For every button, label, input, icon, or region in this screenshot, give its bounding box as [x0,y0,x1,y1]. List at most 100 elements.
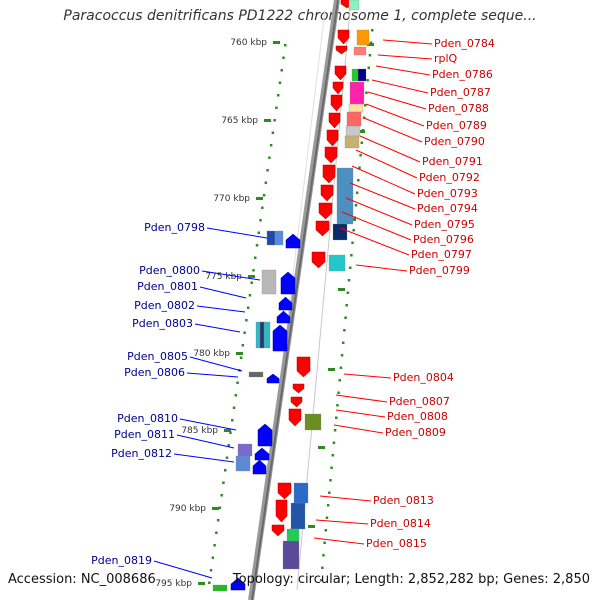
tick-dot [326,504,330,507]
tick-dot [335,416,338,419]
reverse-gene-arrow [272,324,288,352]
forward-gene-label: Pden_0786 [432,68,493,81]
forward-gene-label: Pden_0799 [409,264,470,277]
tick-dot [344,316,347,319]
kbp-tick-right [328,368,335,371]
tick-dot [353,216,357,219]
forward-label-line [377,54,433,60]
tick-dot [365,91,368,94]
forward-label-line [313,537,365,545]
kbp-label: 780 kbp [193,349,230,359]
forward-label-line [319,495,372,502]
tick-dot [360,141,364,144]
tick-dot [345,304,348,307]
tick-dot [321,566,324,569]
kbp-label: 795 kbp [155,579,192,589]
kbp-tick [256,197,263,200]
tick-dot [280,69,283,72]
tick-dot [229,431,232,434]
forward-label-line [335,394,388,403]
forward-gene-label: Pden_0796 [413,233,474,246]
reverse-gene-label: Pden_0811 [114,428,175,441]
kbp-label: 760 kbp [230,38,267,48]
tick-dot [352,229,355,232]
forward-label-line [355,149,418,179]
forward-gene-arrow [330,94,343,112]
reverse-label-line [189,356,243,372]
forward-gene-label: Pden_0807 [389,395,450,408]
forward-gene-label: Pden_0795 [414,218,475,231]
feature-block [282,540,300,570]
tick-dot [371,29,374,32]
kbp-tick-right [338,288,345,291]
feature-block [286,528,300,542]
tick-dot [329,479,332,482]
tick-dot [246,306,250,309]
tick-dot [324,529,328,532]
tick-dot [367,66,371,69]
kbp-label: 775 kbp [205,272,242,282]
reverse-gene-label: Pden_0798 [144,221,205,234]
tick-dot [282,56,285,59]
tick-dot [359,154,362,157]
forward-label-line [365,103,425,127]
tick-dot [368,54,372,57]
feature-block [348,103,364,113]
tick-dot [268,156,271,159]
feature-block [328,254,346,272]
tick-dot [216,519,220,522]
reverse-gene-label: Pden_0806 [124,366,185,379]
kbp-tick [273,41,280,44]
tick-dot [250,281,253,284]
forward-label-line [367,91,427,110]
kbp-label: 765 kbp [221,116,258,126]
feature-block [259,321,265,349]
reverse-gene-arrow [278,296,293,311]
tick-dot [328,491,331,494]
tick-dot [275,106,278,109]
tick-dot [358,166,361,169]
reverse-gene-arrow [257,423,273,447]
tick-dot [364,104,367,107]
kbp-label: 790 kbp [169,504,206,514]
feature-block [274,230,284,246]
tick-dot [351,241,354,244]
forward-gene-arrow [277,482,292,500]
forward-gene-label: Pden_0808 [387,410,448,423]
reverse-gene-arrow [276,310,291,324]
kbp-label: 770 kbp [213,194,250,204]
feature-block [332,223,348,241]
kbp-tick [248,275,255,278]
forward-gene-arrow [290,396,303,408]
forward-gene-arrow [315,220,330,237]
tick-dot [241,344,245,347]
tick-dot [322,554,325,557]
forward-label-line [363,117,423,143]
tick-dot [354,204,358,207]
kbp-tick [198,582,205,585]
reverse-gene-arrow [252,459,267,475]
kbp-tick-right [318,446,325,449]
tick-dot [341,341,345,344]
forward-gene-label: Pden_0793 [417,187,478,200]
forward-label-line [355,264,408,272]
reverse-gene-label: Pden_0800 [139,264,200,277]
forward-gene-arrow [288,408,302,427]
feature-block [351,68,359,82]
forward-gene-arrow [292,383,305,394]
tick-dot [350,254,353,257]
reverse-label-line [201,270,261,281]
forward-gene-label: Pden_0789 [426,119,487,132]
reverse-gene-label: Pden_0803 [132,317,193,330]
tick-dot [325,516,329,519]
tick-dot [218,506,222,509]
accession-text: Accession: NC_008686 [8,572,156,587]
feature-block [344,135,360,149]
forward-gene-label: Pden_0792 [419,171,480,184]
tick-dot [271,131,275,134]
tick-dot [220,494,223,497]
forward-label-line [343,373,392,379]
forward-gene-arrow [318,202,333,220]
reverse-gene-label: Pden_0802 [134,299,195,312]
forward-label-line [333,424,384,434]
